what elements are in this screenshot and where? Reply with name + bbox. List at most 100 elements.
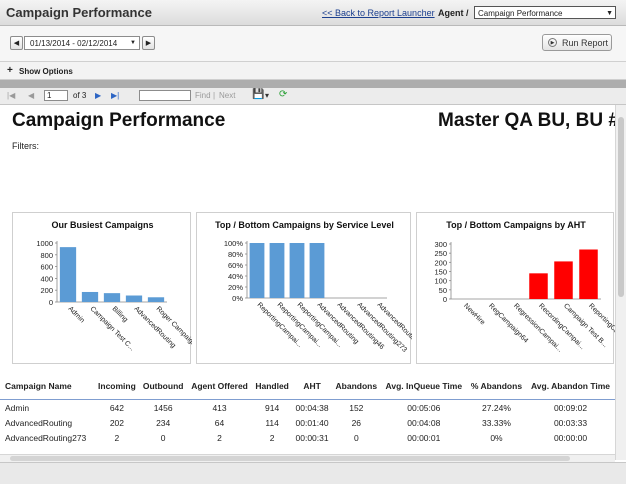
bar xyxy=(554,261,573,299)
table-cell: 33.33% xyxy=(482,417,511,428)
table-cell: 00:05:06 xyxy=(407,402,441,413)
chart-service-level: Top / Bottom Campaigns by Service Level 0… xyxy=(196,212,412,364)
back-to-report-launcher-link[interactable]: << Back to Report Launcher xyxy=(322,8,435,18)
table-cell: 0% xyxy=(490,432,503,443)
y-tick-label: 40% xyxy=(228,272,243,281)
run-report-label: Run Report xyxy=(562,38,609,48)
chart-title: Top / Bottom Campaigns by AHT xyxy=(446,220,586,230)
find-link[interactable]: Find xyxy=(195,91,211,100)
table-cell: 00:03:33 xyxy=(553,417,588,428)
app-title: Campaign Performance xyxy=(6,5,152,20)
dropdown-arrow-icon: ▼ xyxy=(606,10,613,17)
bar xyxy=(529,273,548,299)
previous-page-icon[interactable]: ◀ xyxy=(28,91,35,100)
play-icon: ▶ xyxy=(548,38,557,47)
vertical-scrollbar[interactable] xyxy=(615,105,626,460)
table-cell: 202 xyxy=(109,417,124,428)
find-next-link[interactable]: Next xyxy=(219,91,236,100)
refresh-icon[interactable]: ⟳ xyxy=(279,89,288,100)
bar xyxy=(59,247,77,302)
report-body: Campaign Performance Master QA BU, BU # … xyxy=(0,105,615,454)
scrollbar-thumb[interactable] xyxy=(618,117,624,297)
y-tick-label: 20% xyxy=(228,283,243,292)
x-tick-label: NewHire xyxy=(462,302,486,326)
show-options-toggle[interactable]: + Show Options xyxy=(0,62,626,80)
table-cell: 114 xyxy=(265,417,279,428)
table-cell: 2 xyxy=(269,432,275,443)
table-cell: 00:04:38 xyxy=(295,402,329,413)
y-tick-label: 200 xyxy=(40,286,53,295)
find-separator: | xyxy=(213,91,216,100)
table-cell: 00:04:08 xyxy=(407,417,441,428)
y-tick-label: 400 xyxy=(40,274,53,283)
table-row: AdvancedRouting273 2 0 2 2 00:00:31 0 00:00:01 0… xyxy=(0,430,615,445)
x-tick-label: Admin xyxy=(67,305,86,324)
bar xyxy=(289,243,305,298)
table-cell: AdvancedRouting xyxy=(5,417,73,428)
table-header-row: Campaign Name Incoming Outbound Agent Offer… xyxy=(0,373,615,400)
bar xyxy=(125,295,143,302)
column-header: Avg. Abandon Time xyxy=(526,373,615,400)
agent-select[interactable]: Campaign Performance ▼ xyxy=(474,6,616,19)
splitter-bar xyxy=(0,80,626,88)
first-page-icon[interactable]: |◀ xyxy=(7,91,16,100)
page-count-label: of 3 xyxy=(73,91,87,100)
table-cell: 1456 xyxy=(153,402,173,413)
table-row: Admin 642 1456 413 914 00:04:38 152 00:05:06 27.… xyxy=(0,400,615,416)
chart-svg: Top / Bottom Campaigns by AHT 05010015020… xyxy=(434,220,615,354)
table-cell: 642 xyxy=(109,402,124,413)
previous-period-button[interactable]: ◀ xyxy=(10,36,23,50)
column-header: Agent Offered xyxy=(187,373,253,400)
date-range-select[interactable]: 01/13/2014 - 02/12/2014 ▼ xyxy=(24,36,140,50)
chevron-right-icon: ▶ xyxy=(145,40,152,47)
y-tick-label: 80% xyxy=(228,250,243,259)
table-cell: 152 xyxy=(349,402,364,413)
chart-busiest-campaigns: Our Busiest Campaigns 0 200 400 600 800 1000 Ad… xyxy=(12,212,192,364)
date-range-bar: ◀ 01/13/2014 - 02/12/2014 ▼ ▶ ▶ Run Repo… xyxy=(0,26,626,62)
filters-label: Filters: xyxy=(12,141,39,151)
column-header: % Abandons xyxy=(466,373,527,400)
x-tick-label: AdvancedRouting xyxy=(133,305,177,349)
chevron-left-icon: ◀ xyxy=(13,40,20,47)
find-input[interactable] xyxy=(139,90,191,101)
bar xyxy=(147,297,165,302)
x-tick-label: Campaign Test C... xyxy=(89,305,136,352)
chart-aht: Top / Bottom Campaigns by AHT 0 50 100 150 20… xyxy=(416,212,615,364)
date-range-value: 01/13/2014 - 02/12/2014 xyxy=(30,39,118,48)
x-tick-label: Billing xyxy=(111,305,129,323)
horizontal-scrollbar[interactable] xyxy=(0,454,615,462)
last-page-icon[interactable]: ▶| xyxy=(111,91,120,100)
table-cell: AdvancedRouting273 xyxy=(5,432,87,443)
agent-select-value: Campaign Performance xyxy=(478,9,563,18)
dropdown-arrow-icon: ▼ xyxy=(130,40,136,46)
report-viewer-toolbar: |◀ ◀ 1 of 3 ▶ ▶| Find | Next 💾 ▾ ⟳ xyxy=(0,88,626,105)
y-tick-label: 200 xyxy=(434,258,447,267)
export-dropdown-icon[interactable]: ▾ xyxy=(265,91,270,100)
x-tick-label: Campaign Test B... xyxy=(562,302,609,349)
agent-label: Agent / xyxy=(438,8,469,18)
table-cell: Admin xyxy=(5,402,30,413)
y-tick-label: 250 xyxy=(434,249,447,258)
bar xyxy=(269,243,285,298)
column-header: Abandons xyxy=(331,373,381,400)
next-page-icon[interactable]: ▶ xyxy=(95,91,102,100)
scrollbar-thumb[interactable] xyxy=(10,456,570,461)
export-icon[interactable]: 💾 xyxy=(252,89,265,100)
column-header: Campaign Name xyxy=(0,373,95,400)
campaign-table: Campaign Name Incoming Outbound Agent Offer… xyxy=(0,373,615,445)
table-cell: 413 xyxy=(212,402,227,413)
bar xyxy=(309,243,325,298)
bar xyxy=(81,291,99,302)
chart-svg: Our Busiest Campaigns 0 200 400 600 800 1000 Ad… xyxy=(36,220,192,352)
next-period-button[interactable]: ▶ xyxy=(142,36,155,50)
y-tick-label: 50 xyxy=(439,286,447,295)
column-header: Avg. InQueue Time xyxy=(380,373,467,400)
page-number-input[interactable]: 1 xyxy=(44,90,68,101)
report-title: Campaign Performance xyxy=(12,110,226,131)
table-cell: 914 xyxy=(265,402,280,413)
table-cell: 0 xyxy=(353,432,359,443)
chart-svg: Top / Bottom Campaigns by Service Level 0… xyxy=(215,220,412,354)
run-report-button[interactable]: ▶ Run Report xyxy=(542,34,612,51)
y-tick-label: 300 xyxy=(434,240,447,249)
column-header: AHT xyxy=(292,373,332,400)
